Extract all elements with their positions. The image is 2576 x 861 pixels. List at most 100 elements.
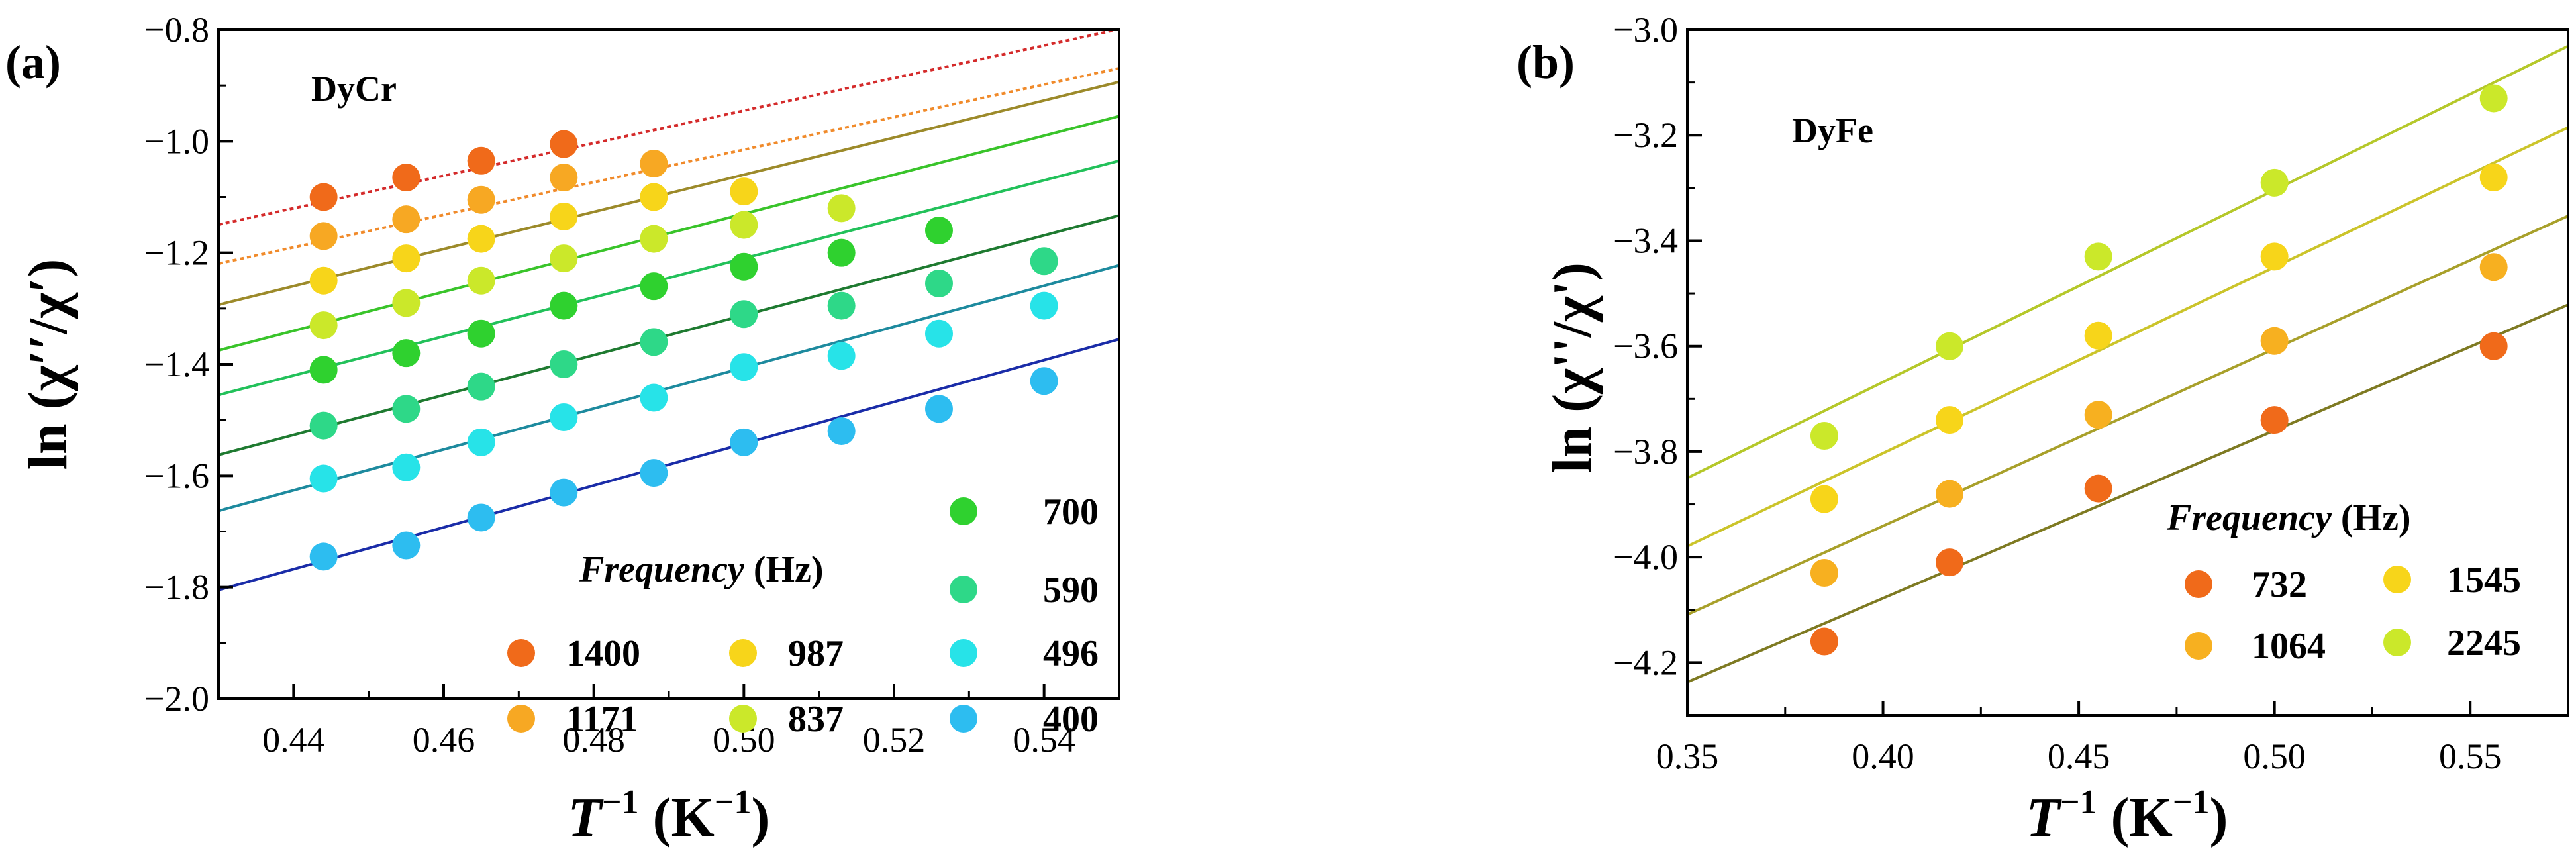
point-590-6 <box>827 291 856 320</box>
point-496-5 <box>730 353 758 381</box>
point-496-4 <box>640 383 668 412</box>
point-400-1 <box>392 531 421 560</box>
legend-marker-496 <box>950 639 977 667</box>
point-732-3 <box>2260 406 2289 434</box>
legend-marker-1171 <box>507 705 535 733</box>
panel-a: 0.44 0.46 0.48 0.50 0.52 0.54−2.0−1.8−1.6−1.4… <box>5 10 1120 848</box>
point-1064-2 <box>2084 401 2112 429</box>
fit-line-496 <box>219 264 1119 513</box>
point-732-4 <box>2479 332 2508 360</box>
point-700-4 <box>640 272 668 301</box>
legend-label-837: 837 <box>788 699 844 740</box>
x-tick-label: 0.48 <box>562 720 625 760</box>
y-tick-label: −0.8 <box>144 10 209 50</box>
point-700-7 <box>925 217 953 244</box>
point-496-6 <box>827 342 856 370</box>
legend-title: Frequency (Hz) <box>579 549 824 590</box>
fit-line-987 <box>219 80 1119 306</box>
x-tick-label: 0.40 <box>1852 736 1914 776</box>
plot-frame <box>1686 28 2569 717</box>
legend-title: Frequency (Hz) <box>2166 497 2411 538</box>
legend-marker-400 <box>950 705 977 733</box>
fit-lines <box>219 30 1119 591</box>
y-tick-label: −2.0 <box>144 679 209 719</box>
point-1400-0 <box>309 183 338 211</box>
x-tick-label: 0.46 <box>413 720 475 760</box>
sample-label: DyFe <box>1792 111 1873 150</box>
point-837-1 <box>392 289 421 317</box>
point-590-7 <box>925 269 953 297</box>
x-tick-label: 0.55 <box>2439 736 2502 776</box>
legend-marker-1545 <box>2383 566 2411 593</box>
point-400-7 <box>925 395 953 423</box>
point-1064-0 <box>1810 559 1838 587</box>
point-400-8 <box>1030 367 1058 395</box>
y-tick-label: −3.2 <box>1613 115 1678 155</box>
y-tick-label: −1.2 <box>144 233 209 273</box>
point-590-1 <box>392 395 421 423</box>
point-1064-1 <box>1936 480 1964 508</box>
point-590-8 <box>1030 247 1058 276</box>
legend-label-590: 590 <box>1043 570 1099 611</box>
point-1400-2 <box>467 146 495 175</box>
point-1545-3 <box>2260 242 2289 271</box>
point-837-5 <box>730 211 758 239</box>
point-987-4 <box>640 183 668 211</box>
point-837-4 <box>640 225 668 253</box>
point-700-3 <box>550 291 578 320</box>
panel-b: 0.35 0.40 0.45 0.50 0.55 −4.2 −4.0 −3.8 −3.6 −3.4… <box>1516 10 2569 848</box>
point-837-2 <box>467 266 495 295</box>
x-axis-title: T−1 (K−1) <box>568 784 770 848</box>
fit-line-1171 <box>219 67 1119 265</box>
point-2245-2 <box>2084 242 2112 271</box>
point-1545-2 <box>2084 321 2112 350</box>
point-400-6 <box>827 417 856 445</box>
fit-line-2245 <box>1687 44 2568 480</box>
sample-label: DyCr <box>311 69 397 109</box>
point-590-2 <box>467 372 495 401</box>
x-tick-label: 0.45 <box>2048 736 2110 776</box>
x-tick-label: 0.50 <box>2243 736 2306 776</box>
point-837-6 <box>827 194 856 223</box>
point-987-1 <box>392 244 421 273</box>
y-axis-title: ln (χ′′/χ′) <box>17 259 79 470</box>
point-1171-1 <box>392 205 421 234</box>
fit-line-1545 <box>1687 126 2568 548</box>
point-590-0 <box>309 411 338 440</box>
point-400-0 <box>309 542 338 571</box>
point-987-2 <box>467 225 495 253</box>
fit-line-700 <box>219 159 1119 397</box>
point-837-0 <box>309 311 338 340</box>
legend-label-1400: 1400 <box>566 633 640 674</box>
panel-label: (b) <box>1516 36 1575 89</box>
point-400-3 <box>550 478 578 507</box>
point-400-4 <box>640 459 668 487</box>
point-1171-2 <box>467 185 495 214</box>
fit-lines <box>1687 44 2568 684</box>
data-points <box>309 130 1058 571</box>
point-496-3 <box>550 403 578 431</box>
point-700-2 <box>467 319 495 348</box>
point-732-2 <box>2084 474 2112 503</box>
legend-label-700: 700 <box>1043 491 1099 532</box>
point-496-1 <box>392 453 421 481</box>
y-tick-label: −3.0 <box>1613 10 1678 50</box>
legend-marker-1064 <box>2185 632 2212 660</box>
point-496-8 <box>1030 291 1058 320</box>
point-496-0 <box>309 464 338 493</box>
y-tick-label: −4.0 <box>1613 537 1678 577</box>
point-1400-1 <box>392 164 421 192</box>
fit-line-1400 <box>219 30 1119 227</box>
legend-marker-837 <box>729 705 757 733</box>
point-700-5 <box>730 252 758 281</box>
point-2245-4 <box>2479 84 2508 113</box>
point-837-3 <box>550 244 578 273</box>
point-700-1 <box>392 339 421 368</box>
point-732-0 <box>1810 627 1838 656</box>
legend-label-400: 400 <box>1043 699 1099 740</box>
x-axis-title: T−1 (K−1) <box>2026 784 2228 848</box>
legend-label-1545: 1545 <box>2447 560 2521 601</box>
point-2245-0 <box>1810 422 1838 450</box>
legend-marker-1400 <box>507 639 535 667</box>
legend-label-1171: 1171 <box>566 699 638 740</box>
